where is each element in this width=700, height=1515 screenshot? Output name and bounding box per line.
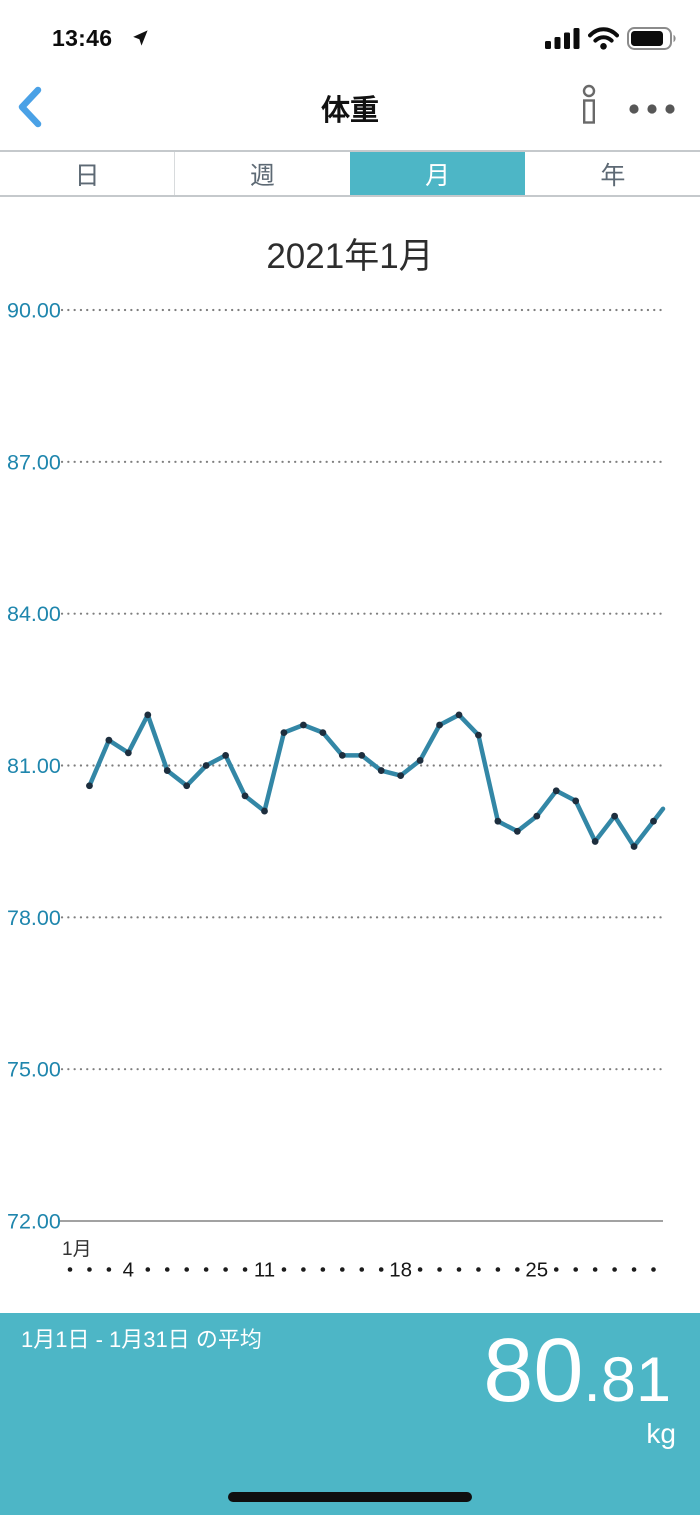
status-time: 13:46 [52,25,113,51]
y-axis-labels: 90.00 87.00 84.00 81.00 78.00 75.00 72.00 [7,299,61,1234]
weight-line [87,712,666,849]
average-value-decimal: .81 [583,1345,671,1415]
x-axis: 1月 4 11 18 25 [62,1239,656,1282]
info-icon [582,84,596,124]
svg-text:4: 4 [123,1259,134,1282]
average-value: 80 .81 [483,1326,671,1416]
average-value-integer: 80 [483,1321,584,1421]
nav-bar: 体重 [0,60,700,150]
period-tab-bar: 日 週 月 年 [0,150,700,197]
battery-icon [627,27,676,50]
chart-title: 2021年1月 [266,237,434,276]
svg-text:18: 18 [389,1259,412,1282]
status-icons [545,27,678,50]
more-button[interactable] [628,102,678,120]
tab-week[interactable]: 週 [174,152,349,195]
tab-month[interactable]: 月 [349,152,525,195]
cellular-icon [545,28,580,49]
wifi-icon [588,27,619,50]
svg-text:87.00: 87.00 [7,450,61,474]
ellipsis-icon [629,104,675,114]
svg-text:72.00: 72.00 [7,1210,61,1234]
data-points [86,711,657,850]
home-indicator[interactable] [228,1492,472,1502]
summary-panel: 1月1日 - 1月31日 の平均 80 .81 kg [0,1313,700,1515]
svg-text:84.00: 84.00 [7,602,61,626]
svg-text:78.00: 78.00 [7,906,61,930]
svg-text:1月: 1月 [62,1239,92,1260]
svg-text:75.00: 75.00 [7,1058,61,1082]
status-bar: 13:46 [0,0,700,60]
summary-range-label: 1月1日 - 1月31日 の平均 [21,1327,262,1352]
weight-unit-label: kg [646,1418,676,1449]
svg-text:25: 25 [525,1259,548,1282]
page-title: 体重 [320,95,379,127]
chart-area: 2021年1月 90.00 87.00 84.00 81.00 78.00 75.00 72… [0,197,700,1313]
location-arrow-icon [130,28,150,53]
svg-text:90.00: 90.00 [7,299,61,323]
svg-text:81.00: 81.00 [7,754,61,778]
tab-day[interactable]: 日 [74,161,100,190]
chevron-left-icon [18,86,42,128]
y-gridlines [60,308,665,1222]
back-button[interactable] [15,86,43,133]
svg-text:11: 11 [254,1259,275,1282]
tab-year[interactable]: 年 [600,161,626,190]
info-button[interactable] [579,84,599,131]
